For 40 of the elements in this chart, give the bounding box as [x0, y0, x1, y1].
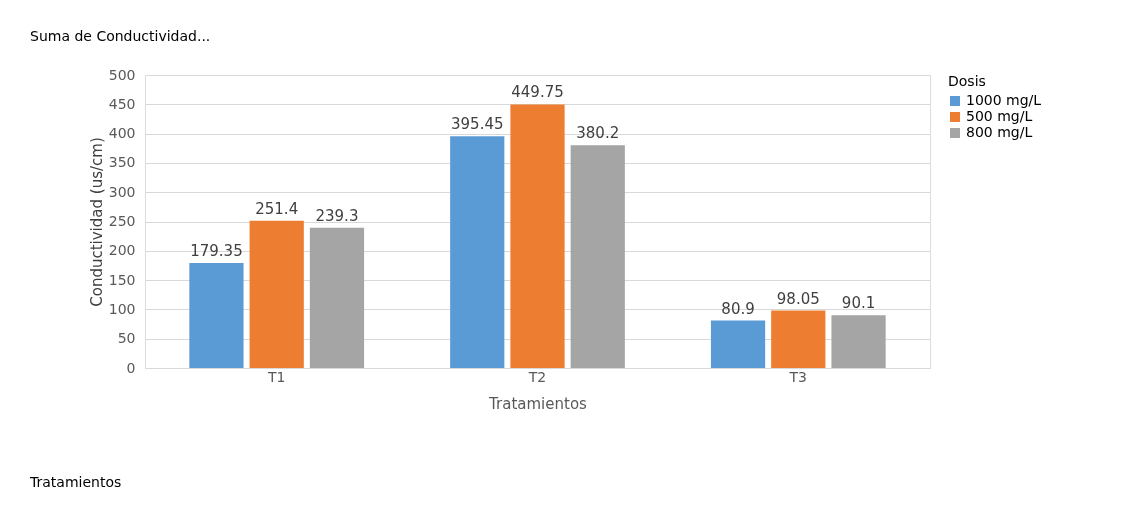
y-tick-label: 0 — [126, 359, 136, 376]
x-tick-label: T2 — [527, 368, 547, 385]
y-tick-label: 500 — [108, 66, 136, 83]
data-label: 395.45 — [451, 115, 504, 134]
bar — [309, 227, 365, 368]
y-tick-label: 300 — [108, 183, 136, 200]
y-axis-title: Conductividad (us/cm) — [87, 137, 106, 307]
legend-label: 500 mg/L — [966, 108, 1033, 124]
text: Tratamientos — [29, 474, 122, 490]
data-label: 449.75 — [511, 83, 564, 102]
data-label: 251.4 — [255, 199, 299, 218]
data-label: 80.9 — [721, 299, 755, 318]
data-label: 90.1 — [841, 294, 876, 313]
bar — [510, 104, 565, 368]
y-tick-label: 200 — [108, 242, 136, 259]
y-tick-label: 350 — [108, 154, 136, 171]
legend-title: Dosis — [948, 73, 986, 89]
x-tick-label: T3 — [788, 368, 808, 385]
y-tick-label: 450 — [108, 95, 136, 112]
x-tick-label: T1 — [266, 368, 286, 385]
y-tick-label: 250 — [108, 213, 136, 229]
y-tick-label: 400 — [108, 125, 136, 142]
y-tick-label: 100 — [108, 300, 136, 317]
legend-label: 1000 mg/L — [966, 92, 1042, 108]
bar — [710, 320, 766, 368]
legend-label: 800 mg/L — [966, 124, 1033, 140]
data-label: 98.05 — [776, 289, 820, 308]
bar — [570, 145, 625, 368]
x-axis-title: Tratamientos — [488, 394, 588, 413]
y-tick-label: 150 — [108, 271, 136, 288]
text: Suma de Conductividad... — [30, 28, 211, 44]
bar — [771, 310, 826, 368]
data-label: 380.2 — [576, 124, 620, 143]
bar — [189, 262, 244, 368]
data-label: 239.3 — [315, 206, 359, 225]
bar — [831, 315, 886, 368]
bar — [249, 220, 304, 368]
bar — [450, 136, 505, 368]
y-tick-label: 50 — [117, 330, 136, 347]
data-label: 179.35 — [190, 241, 243, 260]
